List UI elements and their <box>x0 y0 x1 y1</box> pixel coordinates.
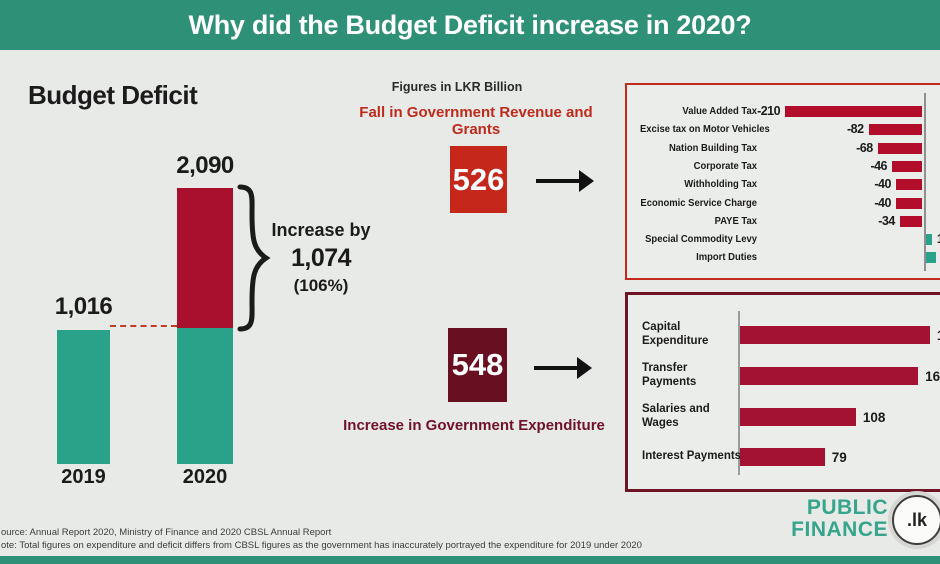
zero-axis-line <box>738 311 740 475</box>
method-note: ote: Total figures on expenditure and de… <box>1 540 642 551</box>
expenditure-bar <box>740 367 919 385</box>
tax-row: Corporate Tax -46 <box>627 159 940 173</box>
axis-label-2020: 2020 <box>182 466 228 488</box>
deficit-chart-title: Budget Deficit <box>28 80 198 110</box>
expenditure-bar <box>740 448 825 466</box>
expenditure-row: Transfer Payments 166 <box>628 358 940 394</box>
tax-bar <box>877 142 922 154</box>
increase-annotation: Increase by 1,074 (106%) <box>262 220 380 296</box>
source-note: ource: Annual Report 2020, Ministry of F… <box>1 527 332 538</box>
logo-line-public: PUBLIC <box>806 496 888 519</box>
tax-label: Import Duties <box>696 251 757 263</box>
tax-label: PAYE Tax <box>714 215 757 227</box>
axis-label-2019: 2019 <box>61 466 106 488</box>
bar-2020-base <box>177 328 233 464</box>
footer-bar <box>0 556 940 564</box>
tax-value: -82 <box>846 122 864 136</box>
tax-label: Economic Service Charge <box>640 197 757 209</box>
expenditure-bar <box>740 408 856 426</box>
tax-bar <box>926 233 932 245</box>
expenditure-increase-value-box: 548 <box>448 328 507 402</box>
publicfinance-logo: PUBLIC FINANCE <box>735 497 888 541</box>
revenue-fall-label: Fall in Government Revenue and Grants <box>359 104 593 139</box>
arrow-head <box>577 357 592 379</box>
right-arrow-icon <box>536 170 594 192</box>
expenditure-label: Capital Expenditure <box>642 321 709 347</box>
tax-label: Nation Building Tax <box>668 142 757 154</box>
tax-value: -210 <box>757 104 781 118</box>
tax-row: PAYE Tax -34 <box>627 214 940 228</box>
arrow-head <box>579 170 594 192</box>
arrow-shaft <box>536 179 580 183</box>
expenditure-value: 79 <box>831 449 847 465</box>
expenditure-row: Salaries and Wages 108 <box>628 399 940 435</box>
tax-value: -40 <box>874 196 891 210</box>
tax-row: Value Added Tax -210 <box>627 104 940 118</box>
value-label-2020: 2,090 <box>176 152 234 179</box>
header-banner: Why did the Budget Deficit increase in 2… <box>0 0 940 50</box>
bar-2020-increase <box>177 188 233 328</box>
logo-line-finance: FINANCE <box>791 518 888 541</box>
tax-bar <box>785 105 922 117</box>
expenditure-label: Transfer Payments <box>642 362 697 388</box>
footnotes: ource: Annual Report 2020, Ministry of F… <box>1 526 642 552</box>
expenditure-label: Interest Payments <box>642 450 742 463</box>
tax-bar <box>868 123 922 135</box>
increase-percent: (106%) <box>293 276 349 295</box>
page-title: Why did the Budget Deficit increase in 2… <box>188 10 752 40</box>
expenditure-value: 108 <box>862 409 886 425</box>
tax-row: Withholding Tax -40 <box>627 177 940 191</box>
expenditure-row: Capital Expenditure 17 <box>628 317 940 353</box>
tax-bar <box>926 251 936 263</box>
units-note: Figures in LKR Billion <box>391 80 523 94</box>
right-arrow-icon <box>534 357 592 379</box>
value-label-2019: 1,016 <box>54 293 113 320</box>
brace-icon <box>237 184 271 337</box>
increase-value: 1,074 <box>290 244 352 272</box>
tax-value: -68 <box>856 141 873 155</box>
tax-bar <box>892 160 922 172</box>
tax-value: -46 <box>870 159 888 173</box>
expenditure-row: Interest Payments 79 <box>628 439 940 475</box>
expenditure-value: 17 <box>937 328 940 343</box>
tax-bar <box>895 197 922 209</box>
tax-label: Corporate Tax <box>693 160 757 172</box>
tax-value: -40 <box>874 177 891 191</box>
zero-axis-line <box>924 93 926 271</box>
revenue-fall-chart: Value Added Tax -210 Excise tax on Motor… <box>625 83 940 280</box>
tax-bar <box>899 215 922 227</box>
expenditure-increase-chart: Capital Expenditure 17 Transfer Payments… <box>625 292 940 492</box>
lk-seal-icon: .lk <box>892 495 940 545</box>
tax-value: -34 <box>878 214 895 228</box>
increase-caption: Increase by <box>271 220 371 240</box>
tax-label: Value Added Tax <box>682 105 757 117</box>
tax-value: 1 <box>937 232 940 246</box>
deficit-level-dashed-line <box>110 325 177 327</box>
tax-bar <box>895 178 922 190</box>
revenue-fall-value-box: 526 <box>450 146 507 213</box>
tax-label: Special Commodity Levy <box>645 233 757 245</box>
arrow-shaft <box>534 366 578 370</box>
tax-row: Nation Building Tax -68 <box>627 141 940 155</box>
expenditure-value: 166 <box>925 368 940 384</box>
tax-label: Withholding Tax <box>684 178 757 190</box>
bar-2019 <box>57 329 110 464</box>
tax-row: Economic Service Charge -40 <box>627 196 940 210</box>
expenditure-increase-label: Increase in Government Expenditure <box>343 417 605 434</box>
expenditure-bar <box>740 326 930 344</box>
tax-row: Special Commodity Levy 1 <box>627 232 940 246</box>
expenditure-label: Salaries and Wages <box>642 403 710 429</box>
tax-row: Excise tax on Motor Vehicles -82 <box>627 122 940 136</box>
tax-row: Import Duties <box>627 251 940 263</box>
tax-label: Excise tax on Motor Vehicles <box>640 123 770 135</box>
